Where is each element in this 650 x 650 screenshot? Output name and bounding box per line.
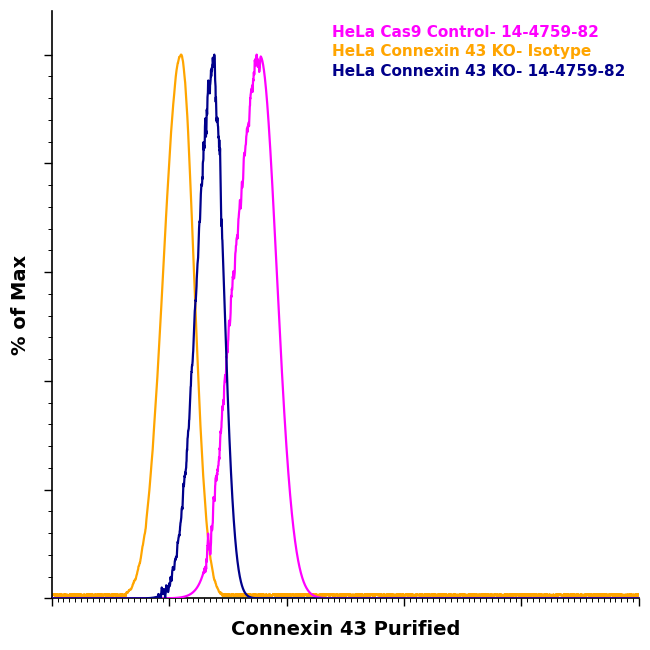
X-axis label: Connexin 43 Purified: Connexin 43 Purified bbox=[231, 620, 460, 639]
Legend: HeLa Cas9 Control- 14-4759-82, HeLa Connexin 43 KO- Isotype, HeLa Connexin 43 KO: HeLa Cas9 Control- 14-4759-82, HeLa Conn… bbox=[332, 25, 625, 79]
Y-axis label: % of Max: % of Max bbox=[11, 255, 30, 355]
